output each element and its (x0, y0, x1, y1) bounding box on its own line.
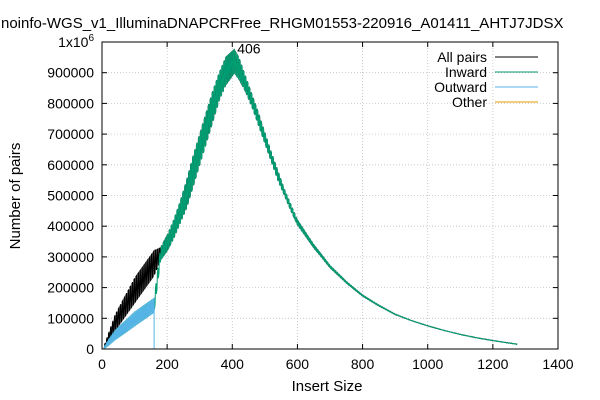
x-tick-label: 600 (286, 356, 310, 372)
y-tick-label-top: 1x106 (58, 33, 94, 50)
y-tick-label: 300000 (47, 249, 94, 265)
x-tick-label: 1000 (412, 356, 443, 372)
y-tick-label: 0 (86, 341, 94, 357)
y-tick-label: 500000 (47, 188, 94, 204)
legend-label-all-pairs: All pairs (437, 49, 487, 65)
y-tick-label: 100000 (47, 310, 94, 326)
x-tick-labels: 0 200 400 600 800 1000 1200 1400 (98, 356, 574, 372)
series-line-inward (103, 48, 518, 350)
y-tick-label: 200000 (47, 280, 94, 296)
series-line-outward (103, 297, 155, 350)
y-tick-label: 700000 (47, 126, 94, 142)
y-tick-label: 400000 (47, 218, 94, 234)
x-tick-label: 0 (98, 356, 106, 372)
y-top-exponent: 6 (88, 33, 94, 44)
x-tick-label: 1200 (477, 356, 508, 372)
y-tick-label: 800000 (47, 95, 94, 111)
legend-label-other: Other (452, 94, 487, 110)
y-tick-label: 600000 (47, 157, 94, 173)
legend-label-inward: Inward (445, 64, 487, 80)
x-tick-label: 200 (155, 356, 179, 372)
y-axis-title: Number of pairs (7, 143, 24, 250)
x-tick-label: 1400 (542, 356, 573, 372)
x-axis-title: Insert Size (292, 378, 363, 395)
x-tick-label: 400 (221, 356, 245, 372)
chart-title: noinfo-WGS_v1_IlluminaDNAPCRFree_RHGM015… (1, 15, 564, 32)
series-layer (103, 48, 518, 350)
peak-annotation: 406 (237, 41, 261, 57)
legend-label-outward: Outward (434, 79, 487, 95)
x-tick-label: 800 (351, 356, 375, 372)
y-tick-label: 900000 (47, 65, 94, 81)
y-top-base: 1x10 (58, 34, 89, 50)
axis-ticks (101, 41, 559, 350)
gridlines (102, 42, 558, 349)
y-tick-labels: 0 100000 200000 300000 400000 500000 600000 700… (47, 65, 94, 357)
